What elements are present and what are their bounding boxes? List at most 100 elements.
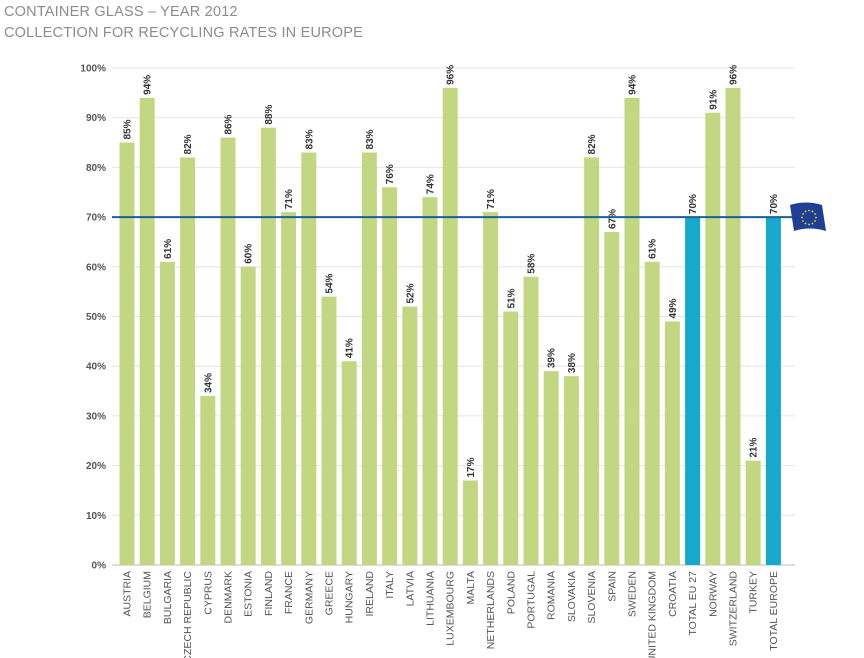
y-tick-label: 20% [86,461,106,472]
category-label: HUNGARY [344,571,356,623]
y-tick-label: 100% [80,64,106,75]
y-tick-label: 90% [86,113,106,124]
category-label: CZECH REPUBLIC [182,571,194,658]
category-label: BELGIUM [142,571,154,618]
value-label: 51% [506,288,517,308]
value-label: 54% [325,273,336,293]
flag-star [811,222,814,225]
value-label: 74% [426,174,437,194]
category-label: SWITZERLAND [728,571,740,647]
category-label: MALTA [465,571,477,604]
bar [260,127,276,565]
bar [685,217,701,565]
category-label: CROATIA [667,571,679,617]
flag-body [790,202,826,231]
category-label: POLAND [505,571,517,615]
category-label: SLOVAKIA [566,571,578,622]
flag-star [802,213,804,215]
y-tick-label: 60% [86,262,106,273]
value-label: 86% [224,114,235,134]
value-label: 83% [304,129,315,149]
category-label: ITALY [384,571,396,599]
bar [644,261,660,565]
value-label: 82% [587,134,598,154]
category-label: SWEDEN [627,571,639,617]
value-label: 38% [567,353,578,373]
category-label: LITHUANIA [425,571,437,626]
category-label: UNITED KINGDOM [647,571,659,658]
category-label: FRANCE [283,571,295,614]
bar [483,212,499,565]
category-label: TOTAL EUROPE [768,571,780,651]
y-tick-label: 0% [92,561,107,572]
bar [584,157,600,565]
flag-star [802,220,804,222]
value-label: 61% [648,239,659,259]
value-label: 39% [547,348,558,368]
value-label: 85% [123,119,134,139]
bar [240,266,256,565]
flag-star [808,209,810,212]
bar [119,142,135,566]
value-label: 70% [769,194,780,214]
flag-star [804,210,807,213]
category-label: LATVIA [404,571,416,606]
category-label: BULGARIA [162,571,174,624]
bar [180,157,196,565]
bar [301,152,317,566]
value-label: 76% [385,164,396,184]
category-label: NORWAY [707,571,719,617]
value-label: 49% [668,298,679,318]
value-label: 94% [628,75,639,95]
category-label: FINLAND [263,571,275,616]
flag-star [811,210,814,213]
value-label: 52% [405,283,416,303]
category-label: TURKEY [748,571,760,614]
value-label: 34% [203,373,214,393]
value-label: 91% [708,90,719,110]
bars [119,87,781,566]
chart-subtitle: COLLECTION FOR RECYCLING RATES IN EUROPE [4,25,364,41]
value-label: 61% [163,239,174,259]
bar [462,480,478,565]
category-label: DENMARK [223,571,235,624]
bar [503,311,519,565]
y-tick-label: 40% [86,362,106,373]
value-label: 96% [446,65,457,85]
y-tick-label: 30% [86,411,106,422]
category-labels: AUSTRIA BELGIUM BULGARIA CZECH REPUBLIC CYPR… [122,571,780,658]
y-axis-ticks: 0% 10% 20% 30% 40% 50% 60% 70% 80% 90% 100% [80,64,106,572]
category-label: TOTAL EU 27 [687,571,699,636]
value-label: 60% [244,244,255,264]
bar [220,137,236,565]
category-label: CYPRUS [202,571,214,615]
bar [765,217,781,565]
flag-star [814,213,816,215]
category-label: PORTUGAL [526,571,538,629]
category-label: NETHERLANDS [485,571,497,649]
bar [139,97,155,565]
value-label: 94% [143,75,154,95]
value-label: 58% [527,254,538,274]
bar [361,152,377,566]
category-label: GERMANY [303,571,315,624]
bar [281,212,297,565]
bar [543,371,559,565]
category-label: LUXEMBOURG [445,571,457,646]
bar [725,87,741,565]
value-label: 82% [183,134,194,154]
category-label: IRELAND [364,571,376,617]
value-label: 17% [466,457,477,477]
y-tick-label: 80% [86,163,106,174]
value-label: 83% [365,129,376,149]
bar [563,376,579,565]
y-tick-label: 50% [86,312,106,323]
value-label: 71% [486,189,497,209]
flag-star [801,216,803,219]
flag-star [808,223,810,226]
value-label: 70% [688,194,699,214]
bar [664,321,680,565]
bar [745,460,761,565]
bar [341,361,357,565]
